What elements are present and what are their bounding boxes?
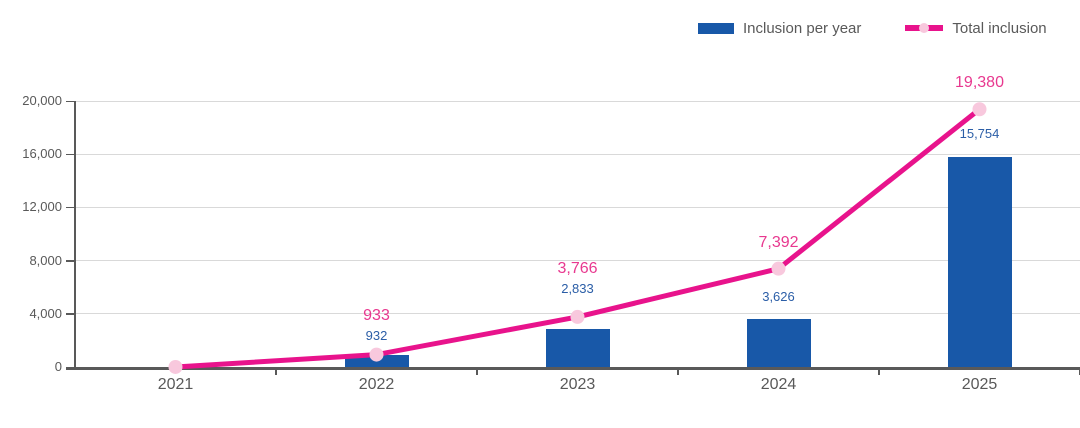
line-label-2022: 933 [363, 307, 390, 324]
legend-label: Total inclusion [952, 19, 1047, 37]
line-label-2025: 19,380 [955, 74, 1004, 91]
bar-2025 [947, 157, 1012, 367]
y-axis-tick [66, 153, 75, 156]
legend-item-total-inclusion: Total inclusion [905, 19, 1047, 37]
line-marker-2022 [369, 347, 384, 362]
legend: Inclusion per year Total inclusion [698, 18, 1047, 38]
gridline [75, 206, 1080, 208]
line-marker-2025 [972, 102, 987, 117]
line-label-2023: 3,766 [557, 260, 598, 277]
y-axis-tick [66, 313, 75, 315]
y-axis-tick [66, 206, 75, 209]
y-axis [74, 101, 76, 369]
total-inclusion-line [173, 106, 982, 370]
y-tick-label: 8,000 [29, 252, 62, 268]
x-tick-label-2022: 2022 [358, 376, 395, 393]
legend-label: Inclusion per year [743, 19, 862, 37]
bar-2023 [545, 329, 610, 367]
bar-label-2023: 2,833 [561, 281, 594, 296]
x-axis-tick [275, 369, 277, 375]
line-marker-2024 [771, 261, 786, 276]
bar-swatch-icon [698, 22, 734, 34]
bar-label-2024: 3,626 [762, 289, 795, 304]
y-tick-label: 4,000 [29, 305, 62, 321]
line-marker-swatch-icon [905, 23, 944, 33]
bar-label-2022: 932 [365, 328, 388, 343]
y-tick-label: 16,000 [22, 146, 62, 162]
gridline [75, 153, 1080, 155]
y-axis-tick [66, 100, 75, 102]
y-axis-tick [66, 260, 75, 262]
x-tick-label-2024: 2024 [760, 376, 797, 393]
gridline [75, 100, 1080, 102]
y-tick-label: 12,000 [22, 199, 62, 215]
line-marker-2021 [168, 359, 183, 374]
bar-2024 [746, 318, 811, 367]
bar-label-2025: 15,754 [959, 126, 1000, 141]
legend-item-inclusion-per-year: Inclusion per year [698, 20, 861, 37]
x-axis-tick [878, 369, 880, 375]
x-tick-label-2023: 2023 [559, 376, 596, 393]
x-axis-tick [476, 369, 478, 375]
x-axis-tick [677, 369, 679, 375]
line-marker-2023 [570, 309, 585, 324]
y-tick-label: 20,000 [22, 93, 62, 108]
x-tick-label-2021: 2021 [157, 376, 194, 393]
x-axis [66, 367, 1080, 370]
gridline [75, 260, 1080, 262]
line-label-2024: 7,392 [758, 234, 799, 251]
x-tick-label-2025: 2025 [961, 376, 998, 393]
marker-dot-icon [919, 23, 930, 33]
y-tick-label: 0 [54, 359, 62, 374]
